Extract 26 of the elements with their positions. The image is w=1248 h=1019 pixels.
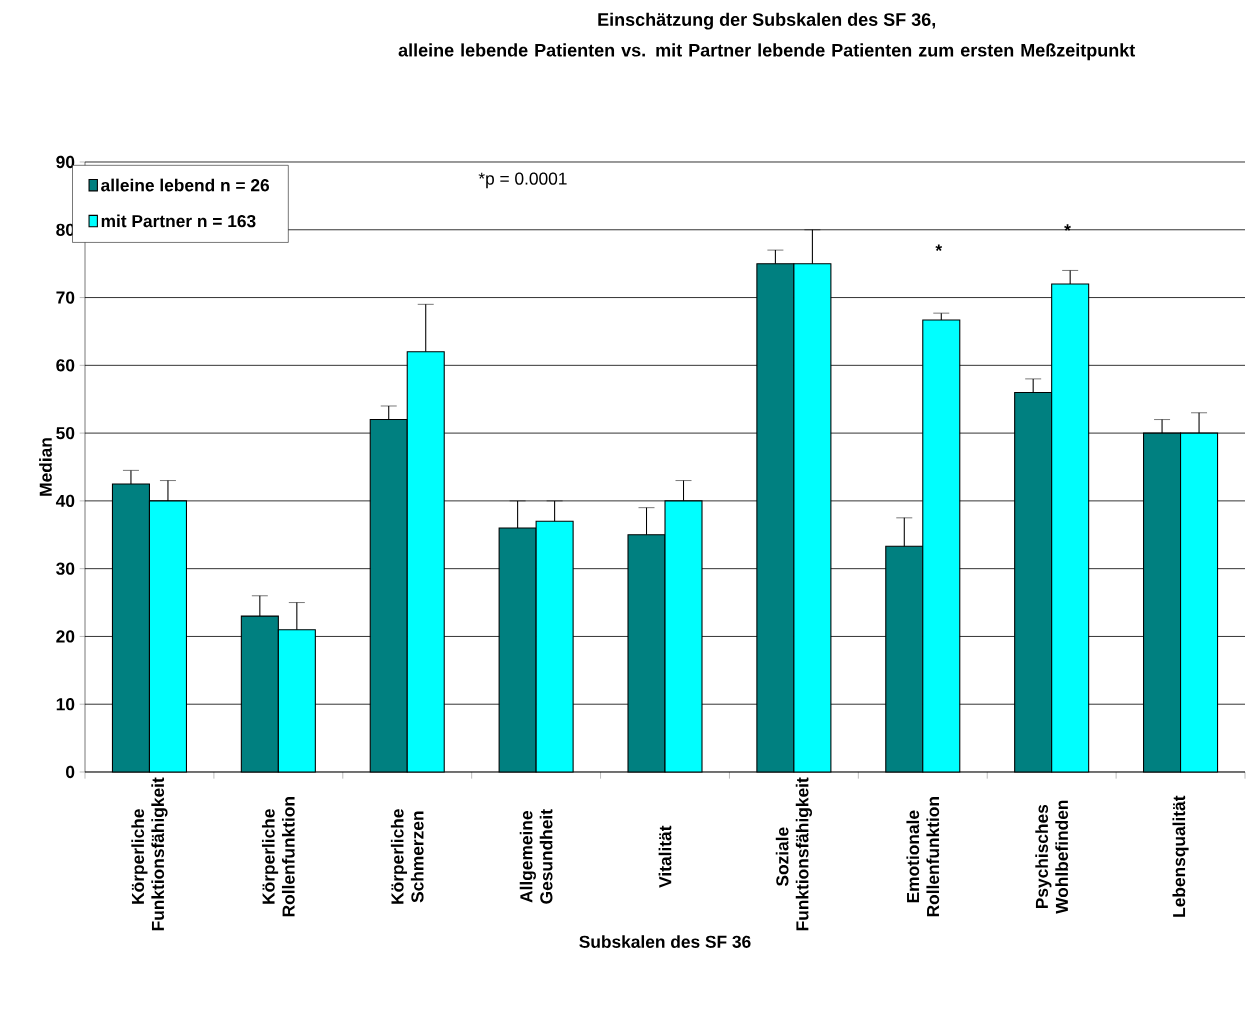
x-tick-label: Lebensqualität: [1172, 795, 1189, 917]
chart-subtitle: alleine lebende Patienten vs. mit Partner lebende Patienten zum ersten Meßzeitpunkt: [398, 43, 1136, 61]
x-tick-label: Psychisches Wohlbefinden: [1035, 800, 1069, 914]
x-tick-label: Soziale Funktionsfähigkeit: [775, 777, 813, 931]
y-tick-label: 90: [56, 155, 75, 169]
y-tick-label: 70: [56, 291, 75, 304]
legend-label: mit Partner n = 163: [101, 214, 256, 228]
x-tick-label: Körperliche Rollenfunktion: [261, 797, 295, 917]
x-tick-label: Körperliche Funktionsfähigkeit: [131, 777, 168, 931]
y-tick-label: 60: [56, 359, 75, 372]
x-tick-label: Allgemeine Gesundheit: [519, 809, 553, 904]
annotation: *: [935, 244, 943, 251]
annotation: *p = 0.0001: [478, 172, 567, 189]
x-tick-label: Emotionale Rollenfunktion: [906, 797, 940, 917]
y-tick-label: 50: [56, 426, 75, 440]
x-tick-label: Körperliche Schmerzen: [390, 809, 424, 904]
y-tick-label: 20: [56, 630, 75, 643]
chart-title: Einschätzung der Subskalen des SF 36,: [598, 12, 936, 30]
y-tick-label: 0: [66, 765, 75, 779]
y-tick-label: 30: [56, 562, 75, 575]
x-axis-title: Subskalen des SF 36: [579, 935, 751, 948]
y-axis-title: Median: [39, 438, 52, 496]
x-tick-label: Vitalität: [658, 825, 672, 888]
y-tick-label: 40: [55, 494, 75, 508]
legend-label: alleine lebend n = 26: [101, 178, 270, 192]
y-tick-label: 10: [56, 698, 75, 711]
